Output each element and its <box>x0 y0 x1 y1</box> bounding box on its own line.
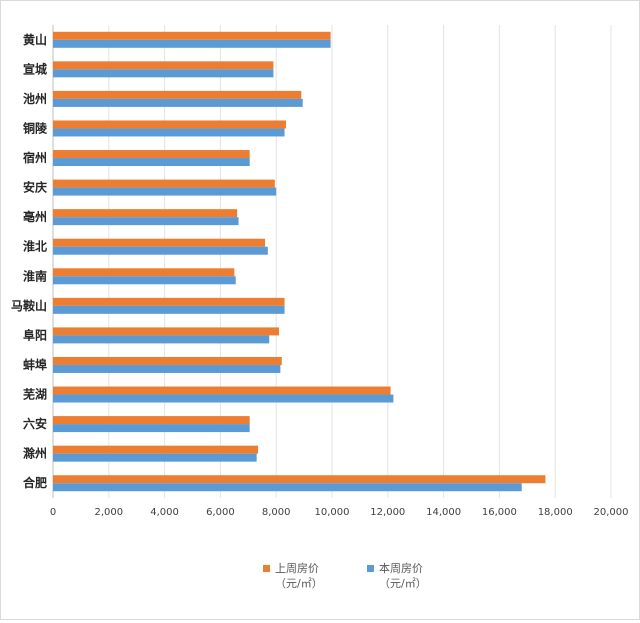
category-label: 淮北 <box>23 239 47 254</box>
category-label: 亳州 <box>23 209 47 224</box>
x-tick-label: 4,000 <box>150 507 179 518</box>
legend-label: 本周房价 <box>379 561 423 575</box>
category-label: 蚌埠 <box>23 357 47 372</box>
bar-this-week <box>53 453 257 462</box>
bar-last-week <box>53 445 259 454</box>
bar-this-week <box>53 187 277 196</box>
bar-last-week <box>53 327 279 336</box>
bar-last-week <box>53 356 282 365</box>
bar-last-week <box>53 386 391 395</box>
bar-this-week <box>53 128 285 137</box>
bar-this-week <box>53 276 236 285</box>
bar-this-week <box>53 246 268 255</box>
bar-last-week <box>53 120 286 129</box>
category-label: 合肥 <box>23 475 47 490</box>
bar-last-week <box>53 268 235 277</box>
category-label: 铜陵 <box>23 120 48 135</box>
legend-unit: （元/㎡） <box>379 577 427 590</box>
bar-last-week <box>53 31 331 40</box>
bar-this-week <box>53 335 270 344</box>
legend-unit: （元/㎡） <box>275 577 323 590</box>
bar-this-week <box>53 39 331 48</box>
bar-last-week <box>53 475 546 484</box>
category-label: 阜阳 <box>23 327 47 342</box>
x-tick-label: 20,000 <box>594 507 629 518</box>
x-tick-label: 6,000 <box>206 507 235 518</box>
x-tick-label: 12,000 <box>370 507 405 518</box>
x-tick-labels: 0 2,000 4,000 6,000 8,000 10,000 12,000 14,000 1… <box>50 507 629 518</box>
bar-last-week <box>53 209 238 218</box>
bar-last-week <box>53 61 274 70</box>
legend-swatch <box>263 565 270 572</box>
x-tick-label: 16,000 <box>482 507 517 518</box>
bar-this-week <box>53 158 250 167</box>
bar-this-week <box>53 305 285 314</box>
legend: 上周房价 （元/㎡） 本周房价 （元/㎡） <box>263 561 427 590</box>
category-label: 黄山 <box>23 32 47 47</box>
x-tick-label: 10,000 <box>315 507 350 518</box>
category-label: 安庆 <box>23 180 47 195</box>
bar-last-week <box>53 297 285 306</box>
category-label: 六安 <box>23 416 47 431</box>
category-label: 滁州 <box>23 446 47 461</box>
x-tick-label: 14,000 <box>426 507 461 518</box>
category-label: 池州 <box>23 91 47 106</box>
bar-this-week <box>53 483 522 492</box>
x-tick-label: 2,000 <box>94 507 123 518</box>
x-tick-label: 18,000 <box>538 507 573 518</box>
bar-last-week <box>53 238 266 247</box>
category-label: 马鞍山 <box>11 298 47 313</box>
bar-last-week <box>53 90 302 99</box>
bar-this-week <box>53 394 394 403</box>
category-label: 宣城 <box>23 61 47 76</box>
bar-last-week <box>53 179 275 188</box>
bars <box>53 31 546 492</box>
bar-this-week <box>53 364 281 373</box>
category-label: 宿州 <box>23 150 47 165</box>
bar-this-week <box>53 424 250 433</box>
x-tick-label: 0 <box>50 507 56 518</box>
legend-swatch <box>367 565 374 572</box>
x-tick-label: 8,000 <box>262 507 291 518</box>
bar-this-week <box>53 98 303 107</box>
bar-last-week <box>53 416 250 425</box>
legend-label: 上周房价 <box>275 562 319 575</box>
bar-this-week <box>53 217 239 226</box>
bar-this-week <box>53 69 274 78</box>
category-label: 淮南 <box>23 268 47 283</box>
bar-last-week <box>53 150 250 159</box>
category-label: 芜湖 <box>23 387 47 402</box>
